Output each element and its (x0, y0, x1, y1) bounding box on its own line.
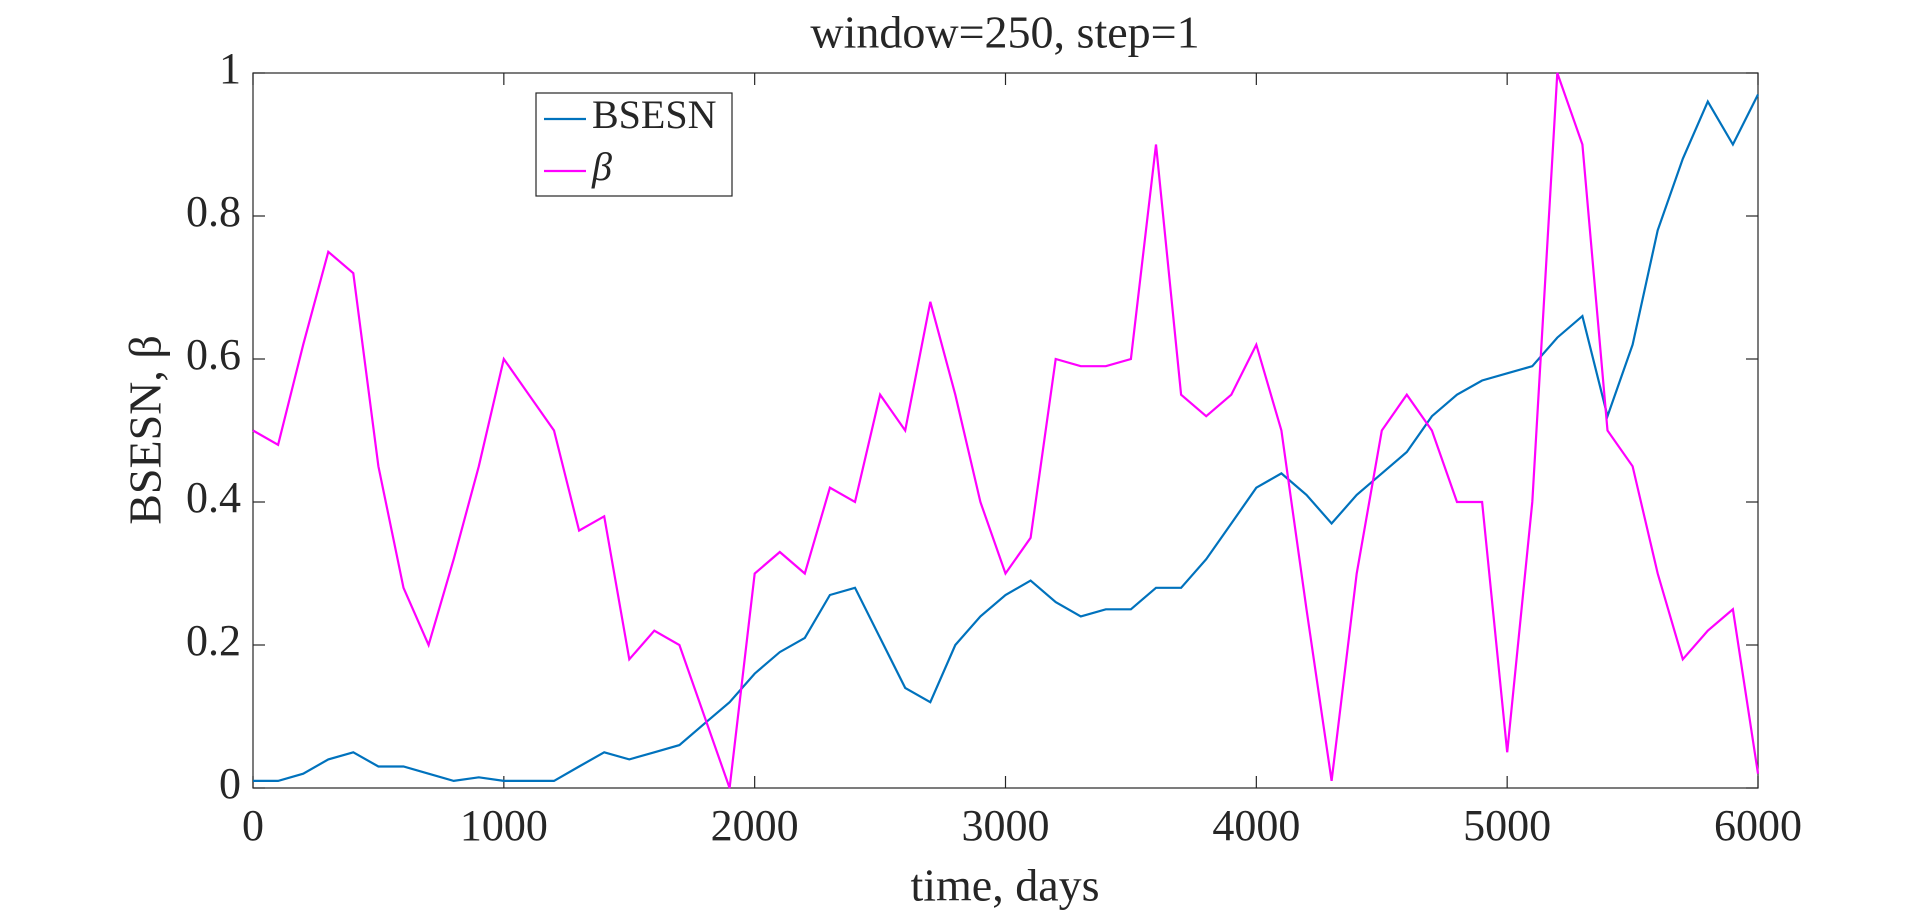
y-tick-label: 0.6 (186, 330, 241, 379)
x-tick-label: 0 (242, 801, 264, 850)
y-axis-label: BSESN, β (120, 335, 171, 525)
x-tick-label: 2000 (711, 801, 799, 850)
x-tick-label: 1000 (460, 801, 548, 850)
x-tick-label: 4000 (1212, 801, 1300, 850)
legend-label: β (591, 144, 612, 189)
chart-title: window=250, step=1 (810, 7, 1199, 58)
series-line (253, 94, 1759, 783)
legend-box (535, 92, 733, 197)
x-tick-label: 3000 (962, 801, 1050, 850)
y-tick-label: 0.8 (186, 187, 241, 236)
x-tick-label: 6000 (1714, 801, 1802, 850)
x-axis-label: time, days (910, 860, 1099, 911)
y-tick-label: 1 (219, 44, 241, 93)
y-tick-label: 0.4 (186, 473, 241, 522)
y-tick-label: 0.2 (186, 616, 241, 665)
legend-label: BSESN (592, 92, 717, 137)
y-tick-label: 0 (219, 759, 241, 808)
series-line (252, 72, 1760, 789)
x-tick-label: 5000 (1463, 801, 1551, 850)
plot-area (252, 72, 1759, 789)
